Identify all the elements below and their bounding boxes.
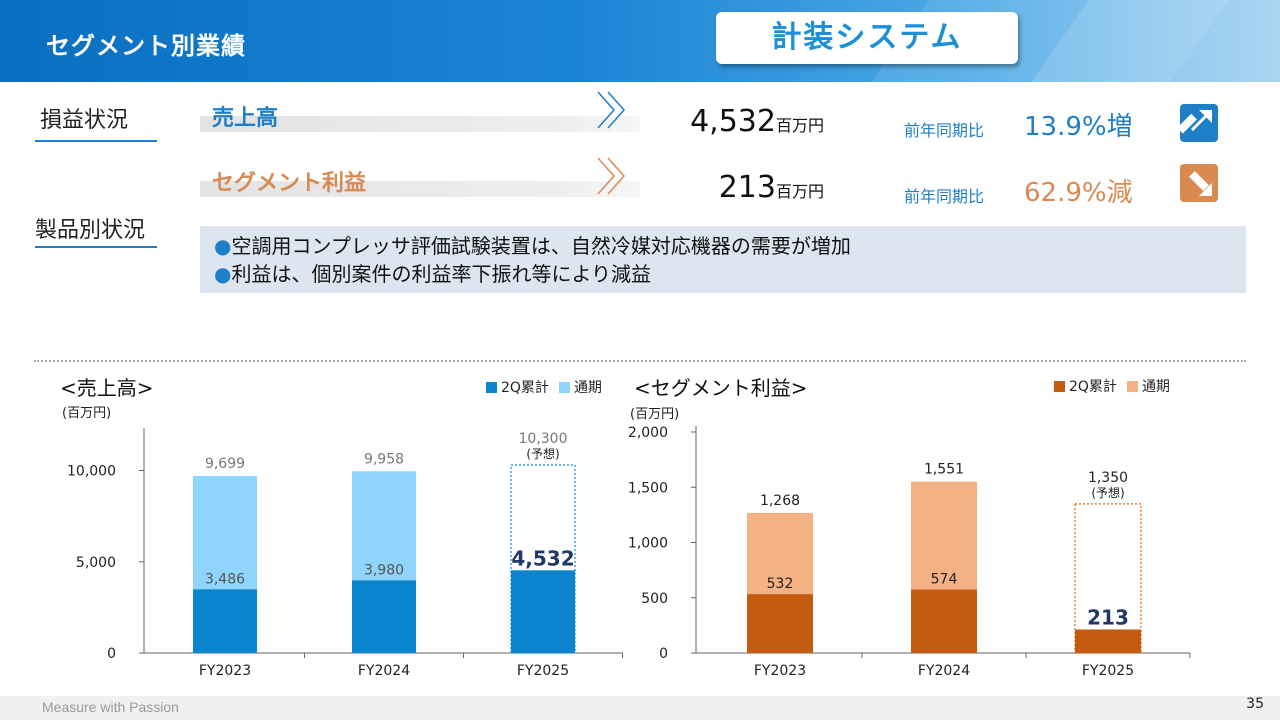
legend-label: 通期	[1141, 379, 1170, 395]
metric-number-profit: 213	[718, 170, 776, 205]
comment-text: 利益は、個別案件の利益率下振れ等により減益	[231, 262, 652, 286]
legend-swatch	[1054, 380, 1065, 392]
full-year-value-label: 1,350	[1088, 470, 1128, 486]
h1-bar	[511, 570, 575, 653]
forecast-bar-outline	[510, 464, 576, 654]
legend-profit: 2Q累計 通期	[1054, 376, 1180, 396]
bullet-icon: ●	[214, 234, 232, 258]
y-tick-label: 500	[641, 591, 668, 607]
forecast-label: (予想)	[1091, 485, 1124, 500]
chart-title-profit: <セグメント利益>	[634, 376, 808, 400]
metric-number-sales: 4,532	[690, 104, 776, 139]
h1-value-label-highlight: 213	[1087, 605, 1129, 629]
section-divider	[34, 360, 1246, 362]
x-tick-label: FY2025	[517, 663, 569, 679]
comment-box: ●空調用コンプレッサ評価試験装置は、自然冷媒対応機器の需要が増加 ●利益は、個別…	[200, 226, 1246, 293]
comment-item: ●利益は、個別案件の利益率下振れ等により減益	[214, 260, 1246, 288]
y-tick-label: 1,500	[628, 480, 668, 496]
full-year-value-label: 1,551	[924, 462, 964, 478]
legend-label: 2Q累計	[1069, 379, 1117, 395]
section-underline-product	[35, 246, 157, 248]
yoy-value-sales: 13.9%増	[1024, 112, 1133, 142]
legend-label: 通期	[573, 380, 602, 396]
legend-swatch	[558, 381, 570, 393]
legend-label: 2Q累計	[501, 380, 549, 396]
section-label-pl: 損益状況	[40, 108, 129, 133]
full-year-value-label: 9,958	[364, 451, 404, 467]
footer-bar: Measure with Passion 35	[0, 696, 1280, 720]
yoy-value-profit: 62.9%減	[1024, 178, 1133, 208]
metric-band-profit	[200, 181, 640, 197]
metric-unit-profit: 百万円	[775, 182, 824, 201]
metric-band-sales	[200, 116, 640, 132]
comment-text: 空調用コンプレッサ評価試験装置は、自然冷媒対応機器の需要が増加	[231, 234, 851, 258]
legend-item: 通期	[558, 377, 602, 397]
x-tick-label: FY2025	[1082, 663, 1134, 679]
yoy-label-profit: 前年同期比	[904, 187, 985, 206]
legend-item: 2Q累計	[486, 377, 549, 397]
h1-value-label: 3,980	[364, 562, 404, 578]
full-year-value-label: 1,268	[760, 493, 800, 509]
y-tick-label: 0	[107, 646, 116, 662]
legend-sales: 2Q累計 通期	[486, 377, 612, 397]
section-label-product: 製品別状況	[35, 218, 146, 243]
chart-title-sales: <売上高>	[60, 376, 154, 400]
chevron-right-icon	[597, 157, 626, 195]
full-year-value-label: 10,300	[519, 431, 568, 447]
h1-value-label-highlight: 4,532	[511, 546, 574, 570]
full-year-value-label: 9,699	[205, 456, 245, 472]
metric-unit-sales: 百万円	[775, 116, 824, 135]
metric-value-sales: 4,532百万円	[640, 104, 824, 139]
header-banner: セグメント別業績 計装システム	[0, 0, 1280, 82]
page-title: セグメント別業績	[46, 32, 246, 60]
h1-bar	[747, 594, 813, 653]
h1-bar	[352, 580, 416, 653]
chart-unit-profit: (百万円)	[630, 407, 680, 422]
legend-swatch	[1126, 380, 1138, 392]
h1-value-label: 3,486	[205, 571, 245, 587]
h1-bar	[1075, 629, 1141, 653]
forecast-label: (予想)	[526, 446, 559, 461]
metric-value-profit: 213百万円	[640, 170, 824, 205]
h1-bar	[193, 589, 257, 653]
x-tick-label: FY2024	[358, 663, 410, 679]
segment-name-box: 計装システム	[716, 12, 1018, 64]
y-tick-label: 1,000	[628, 536, 668, 552]
y-tick-label: 2,000	[628, 425, 668, 441]
x-tick-label: FY2024	[918, 663, 970, 679]
metric-label-profit: セグメント利益	[212, 171, 367, 196]
y-tick-label: 5,000	[76, 555, 116, 571]
y-tick-label: 0	[659, 646, 668, 662]
h1-value-label: 574	[931, 572, 958, 588]
profit-bar-chart: 0 500 1,000 1,500 2,000 FY2023 1,268 532 FY2024 1…	[628, 425, 1191, 679]
h1-value-label: 532	[767, 576, 794, 592]
chart-unit-sales: (百万円)	[62, 406, 112, 421]
legend-swatch	[486, 381, 497, 393]
metric-label-sales: 売上高	[212, 106, 279, 131]
footer-tagline: Measure with Passion	[42, 699, 179, 715]
arrow-up-icon	[1177, 104, 1218, 142]
yoy-label-sales: 前年同期比	[904, 121, 985, 140]
page-number: 35	[1246, 696, 1264, 712]
legend-item: 2Q累計	[1054, 376, 1117, 396]
x-tick-label: FY2023	[754, 663, 806, 679]
legend-item: 通期	[1126, 376, 1170, 396]
h1-bar	[911, 589, 977, 653]
bullet-icon: ●	[214, 262, 232, 286]
y-tick-label: 10,000	[67, 464, 116, 480]
x-tick-label: FY2023	[199, 663, 251, 679]
section-underline-pl	[35, 140, 157, 142]
sales-bar-chart: 0 5,000 10,000 FY2023 9,699 3,486 FY2024 9,958 3…	[67, 428, 623, 679]
chevron-right-icon	[597, 91, 626, 129]
comment-item: ●空調用コンプレッサ評価試験装置は、自然冷媒対応機器の需要が増加	[214, 232, 1246, 260]
arrow-down-icon	[1180, 164, 1218, 202]
